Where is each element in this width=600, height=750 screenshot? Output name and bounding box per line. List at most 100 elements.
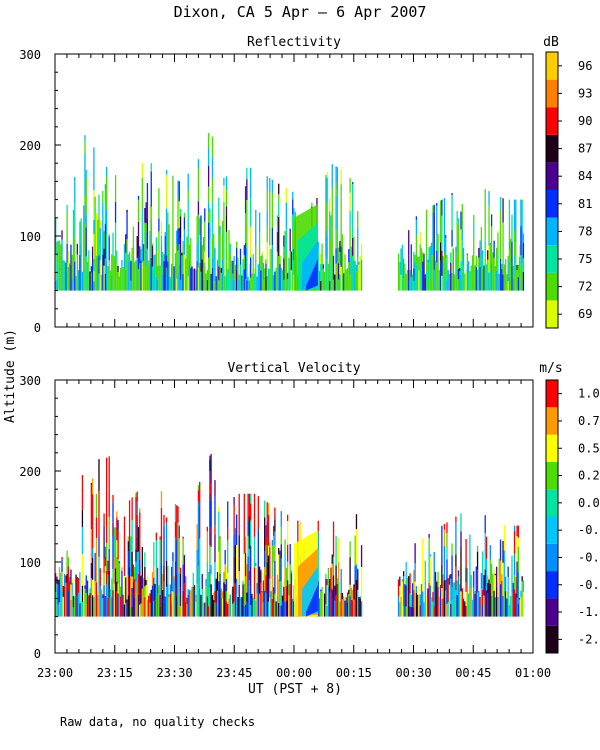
echo-cell xyxy=(196,524,198,550)
echo-cell xyxy=(150,171,152,182)
colorbar-label: 84 xyxy=(578,169,592,183)
echo-cell xyxy=(187,232,189,243)
echo-cell xyxy=(103,248,105,266)
echo-cell xyxy=(120,586,122,597)
echo-cell xyxy=(260,571,262,583)
echo-cell xyxy=(218,217,220,242)
echo-cell xyxy=(265,263,267,277)
echo-cell xyxy=(93,147,95,156)
echo-cell xyxy=(139,593,141,605)
y-tick-label: 0 xyxy=(34,321,41,335)
echo-cell xyxy=(116,591,118,617)
echo-cell xyxy=(418,586,420,617)
echo-cell xyxy=(484,189,486,209)
echo-cell xyxy=(499,196,502,211)
echo-cell xyxy=(431,597,433,617)
echo-cell xyxy=(225,601,228,617)
echo-cell xyxy=(355,590,358,604)
echo-cell xyxy=(510,260,512,291)
echo-cell xyxy=(397,579,400,597)
echo-cell xyxy=(223,202,225,231)
echo-cell xyxy=(311,202,313,207)
echo-cell xyxy=(429,554,432,557)
echo-cell xyxy=(140,574,142,577)
echo-cell xyxy=(257,588,259,617)
echo-cell xyxy=(130,565,132,577)
echo-cell xyxy=(140,603,142,617)
echo-cell xyxy=(125,602,127,617)
echo-cell xyxy=(513,254,516,278)
echo-cell xyxy=(485,536,488,559)
echo-cell xyxy=(199,481,201,505)
echo-cell xyxy=(186,597,188,604)
echo-cell xyxy=(270,248,272,257)
echo-cell xyxy=(55,592,57,617)
echo-cell xyxy=(112,232,114,255)
echo-cell xyxy=(327,263,330,291)
echo-cell xyxy=(210,574,212,585)
echo-cell xyxy=(190,590,192,592)
echo-cell xyxy=(79,221,81,228)
echo-cell xyxy=(79,603,81,617)
echo-cell xyxy=(154,254,156,264)
echo-cell xyxy=(343,272,345,274)
echo-cell xyxy=(511,577,513,593)
echo-cell xyxy=(335,263,337,280)
echo-cell xyxy=(84,585,86,589)
echo-cell xyxy=(425,595,428,617)
echo-cell xyxy=(234,544,237,556)
echo-cell xyxy=(456,210,458,223)
echo-cell xyxy=(232,586,234,604)
echo-cell xyxy=(61,591,63,617)
echo-cell xyxy=(89,271,91,291)
echo-cell xyxy=(348,249,350,262)
echo-cell xyxy=(475,255,477,268)
echo-cell xyxy=(461,203,463,229)
echo-cell xyxy=(69,263,71,291)
x-tick-label: 23:30 xyxy=(156,666,192,680)
echo-cell xyxy=(234,555,237,584)
echo-cell xyxy=(250,545,252,567)
echo-cell xyxy=(70,584,72,600)
echo-cell xyxy=(402,606,405,617)
echo-cell xyxy=(350,587,353,600)
echo-cell xyxy=(485,558,488,591)
echo-cell xyxy=(81,554,84,586)
echo-cell xyxy=(442,260,444,275)
echo-cell xyxy=(357,589,359,617)
echo-cell xyxy=(153,255,155,271)
colorbar-label: 75 xyxy=(578,252,592,266)
echo-cell xyxy=(188,248,191,261)
echo-cell xyxy=(490,563,493,584)
echo-cell xyxy=(209,208,211,217)
echo-cell xyxy=(327,568,330,569)
echo-cell xyxy=(271,576,273,599)
echo-cell xyxy=(178,227,180,245)
echo-cell xyxy=(93,258,95,271)
echo-cell xyxy=(238,493,240,508)
echo-cell xyxy=(66,213,68,244)
echo-cell xyxy=(112,536,114,570)
echo-cell xyxy=(145,585,147,617)
echo-cell xyxy=(490,583,493,597)
echo-cell xyxy=(261,251,263,255)
echo-cell xyxy=(173,266,175,291)
echo-cell xyxy=(233,601,235,617)
echo-cell xyxy=(88,595,90,617)
echo-cell xyxy=(480,227,483,246)
echo-cell xyxy=(354,566,356,585)
echo-cell xyxy=(402,576,405,607)
echo-cell xyxy=(257,264,259,291)
echo-cell xyxy=(123,268,126,291)
echo-cell xyxy=(357,211,359,229)
echo-cell xyxy=(459,567,461,585)
echo-cell xyxy=(141,209,143,240)
echo-cell xyxy=(278,579,280,604)
echo-cell xyxy=(283,258,285,280)
echo-cell xyxy=(183,254,186,291)
echo-cell xyxy=(437,587,439,617)
echo-cell xyxy=(494,271,497,291)
echo-cell xyxy=(225,261,228,275)
echo-cell xyxy=(162,251,164,275)
